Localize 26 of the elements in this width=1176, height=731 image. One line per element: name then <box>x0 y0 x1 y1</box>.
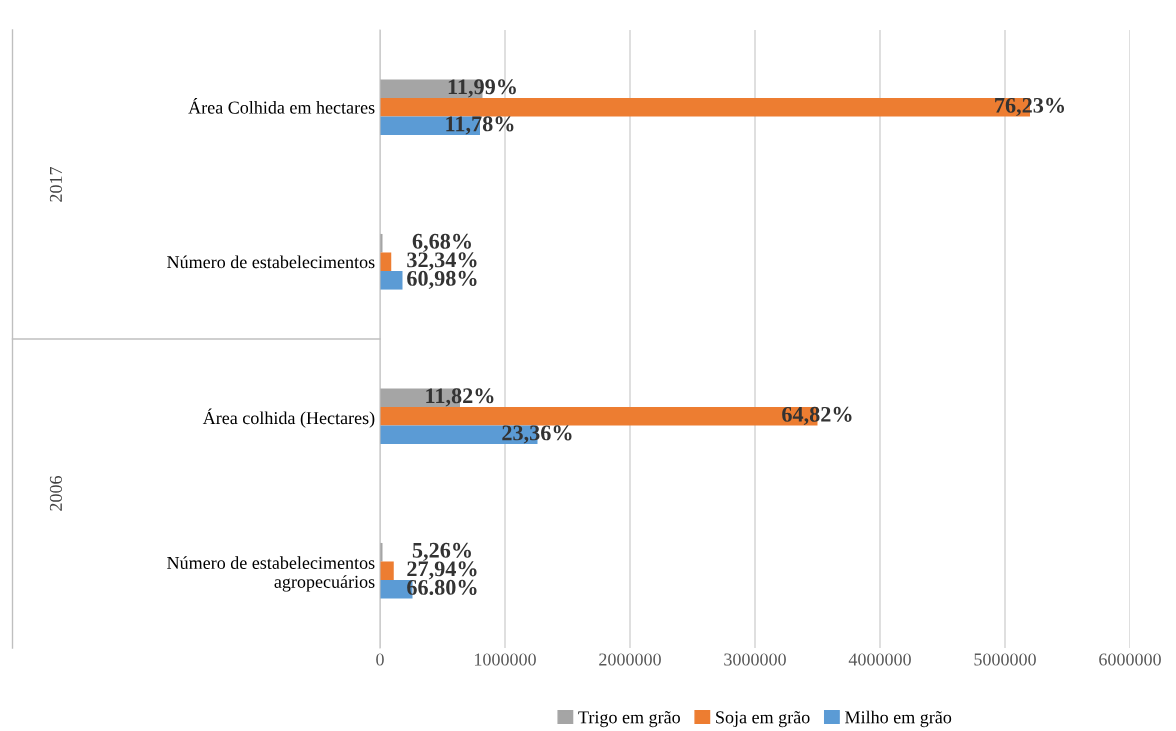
x-tick-label: 6000000 <box>1099 653 1161 666</box>
text: 2006 <box>49 475 63 511</box>
legend-label: Soja em grão <box>716 711 810 728</box>
bar <box>380 271 403 290</box>
x-tick-label: 0 <box>376 653 384 666</box>
x-tick-label: 2000000 <box>599 653 661 666</box>
legend-label: Milho em grão <box>845 710 952 728</box>
annotation: 5,26% <box>412 542 471 561</box>
legend-label: Trigo em grão <box>578 711 680 728</box>
annotation: 11,82% <box>426 388 494 407</box>
y-tick-label: Número de estabelecimentos <box>167 255 375 269</box>
annotation: 11,99% <box>448 79 516 98</box>
x-tick-label: 5000000 <box>974 653 1036 666</box>
x-tick-label: 3000000 <box>724 653 786 666</box>
x-tick-label: 1000000 <box>474 653 536 666</box>
bar <box>380 561 394 581</box>
text: 2017 <box>49 166 63 202</box>
y-tick-label: Número de estabelecimentos agropecuários <box>167 556 375 592</box>
annotation: 6,68% <box>412 233 471 252</box>
x-tick-label: 4000000 <box>848 653 911 666</box>
y-tick-label: Área colhida (Hectares) <box>202 408 375 428</box>
annotation: 27,94% <box>407 561 477 580</box>
annotation: 60,98% <box>407 270 477 290</box>
annotation: 32,34% <box>407 252 477 271</box>
y-tick-label: Área Colhida em hectares <box>188 98 375 114</box>
bar <box>380 252 392 272</box>
